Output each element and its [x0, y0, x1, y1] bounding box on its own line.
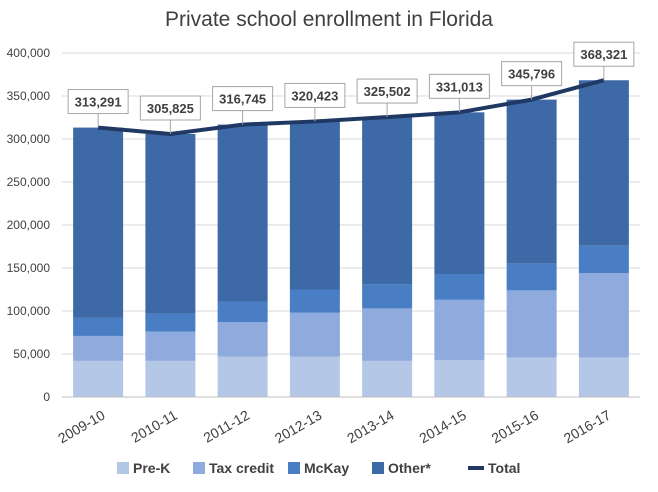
legend-label: Other* — [388, 460, 431, 476]
bar-segment-other — [73, 127, 124, 318]
data-label-box — [573, 41, 635, 67]
legend-item-mckay: McKay — [288, 460, 349, 476]
data-label-value: 320,423 — [291, 88, 338, 103]
bar-segment-other — [217, 124, 268, 302]
legend-swatch — [193, 462, 205, 474]
total-data-label: 313,291 — [67, 89, 129, 128]
data-label-box — [356, 78, 418, 104]
data-label-value: 345,796 — [508, 67, 555, 82]
legend-label: Tax credit — [209, 460, 274, 476]
stacked-bars — [73, 80, 629, 397]
y-tick-label: 150,000 — [7, 261, 51, 275]
bar-segment-other — [289, 121, 340, 290]
legend-item-pre-k: Pre-K — [117, 460, 170, 476]
y-tick-label: 50,000 — [13, 347, 50, 361]
bar-segment-pre-k — [362, 360, 413, 397]
bar-segment-tax-credit — [362, 308, 413, 361]
bar-segment-tax-credit — [434, 299, 485, 361]
x-tick-label: 2013-14 — [344, 407, 397, 447]
total-data-label: 325,502 — [356, 78, 418, 118]
bar-segment-pre-k — [289, 356, 340, 397]
bar-segment-pre-k — [434, 360, 485, 397]
bar-segment-mckay — [506, 263, 557, 291]
legend-swatch — [372, 462, 384, 474]
total-data-labels: 313,291 305,825 316,745 320,423 325,502 331,0… — [67, 41, 635, 134]
y-tick-label: 350,000 — [7, 89, 51, 103]
total-data-label: 345,796 — [501, 61, 563, 100]
x-tick-label: 2015-16 — [489, 407, 542, 447]
data-label-value: 316,745 — [219, 92, 266, 107]
total-data-label: 368,321 — [573, 41, 635, 81]
legend-swatch — [117, 462, 129, 474]
x-tick-label: 2016-17 — [561, 407, 614, 447]
data-label-value: 305,825 — [147, 101, 194, 116]
y-tick-label: 100,000 — [7, 304, 51, 318]
bar-segment-pre-k — [217, 356, 268, 397]
bar-segment-other — [145, 133, 196, 314]
bar-segment-pre-k — [145, 360, 196, 397]
data-label-value: 368,321 — [580, 47, 627, 62]
bar-segment-other — [506, 99, 557, 264]
total-data-label: 316,745 — [212, 86, 274, 125]
bar-segment-mckay — [73, 317, 124, 336]
bar-segment-other — [578, 80, 629, 246]
data-label-value: 313,291 — [75, 95, 122, 110]
bar-segment-tax-credit — [506, 290, 557, 358]
y-tick-label: 300,000 — [7, 132, 51, 146]
bar-segment-mckay — [217, 301, 268, 323]
legend-label: Total — [488, 460, 520, 476]
bar-segment-mckay — [578, 245, 629, 274]
legend: Pre-K Tax credit McKay Other* Total — [117, 460, 520, 476]
x-axis-tick-labels: 2009-10 2010-11 2011-12 2012-13 2013-14 2014-… — [55, 407, 613, 447]
data-label-box — [67, 89, 129, 115]
legend-item-tax-credit: Tax credit — [193, 460, 274, 476]
bar-segment-tax-credit — [145, 331, 196, 361]
bar-segment-pre-k — [73, 360, 124, 397]
x-tick-label: 2009-10 — [55, 407, 108, 447]
bar-segment-mckay — [145, 313, 196, 332]
data-label-box — [212, 86, 274, 112]
x-tick-label: 2011-12 — [201, 407, 253, 446]
y-tick-label: 400,000 — [7, 46, 51, 60]
bar-segment-mckay — [434, 274, 485, 300]
total-data-label: 320,423 — [284, 82, 346, 122]
total-data-label: 331,013 — [428, 73, 490, 113]
legend-item-total: Total — [468, 460, 520, 476]
legend-label: McKay — [304, 460, 349, 476]
x-tick-label: 2010-11 — [128, 407, 180, 446]
data-label-box — [428, 73, 490, 99]
bar-segment-pre-k — [506, 357, 557, 397]
bar-segment-mckay — [362, 284, 413, 309]
total-line-path — [97, 78, 605, 136]
bar-segment-tax-credit — [578, 273, 629, 358]
y-tick-label: 250,000 — [7, 175, 51, 189]
bar-segment-mckay — [289, 289, 340, 313]
x-tick-label: 2012-13 — [272, 407, 325, 447]
legend-label: Pre-K — [133, 460, 170, 476]
y-tick-label: 0 — [43, 390, 50, 404]
bar-segment-tax-credit — [289, 312, 340, 357]
data-label-value: 325,502 — [364, 84, 411, 99]
bar-segment-other — [434, 112, 485, 275]
y-axis-tick-labels: 0 50,000 100,000 150,000 200,000 250,000 300,0… — [7, 46, 51, 404]
bar-segment-tax-credit — [73, 335, 124, 361]
chart-title: Private school enrollment in Florida — [165, 8, 493, 31]
data-label-box — [139, 95, 201, 121]
legend-item-other: Other* — [372, 460, 431, 476]
data-label-box — [501, 61, 563, 87]
total-line — [97, 78, 605, 136]
legend-swatch — [288, 462, 300, 474]
total-data-label: 305,825 — [139, 95, 201, 134]
bar-segment-other — [362, 117, 413, 285]
x-tick-label: 2014-15 — [416, 407, 469, 447]
bar-segment-tax-credit — [217, 322, 268, 357]
bar-segment-pre-k — [578, 357, 629, 397]
data-label-box — [284, 82, 346, 108]
data-label-value: 331,013 — [436, 79, 483, 94]
y-tick-label: 200,000 — [7, 218, 51, 232]
